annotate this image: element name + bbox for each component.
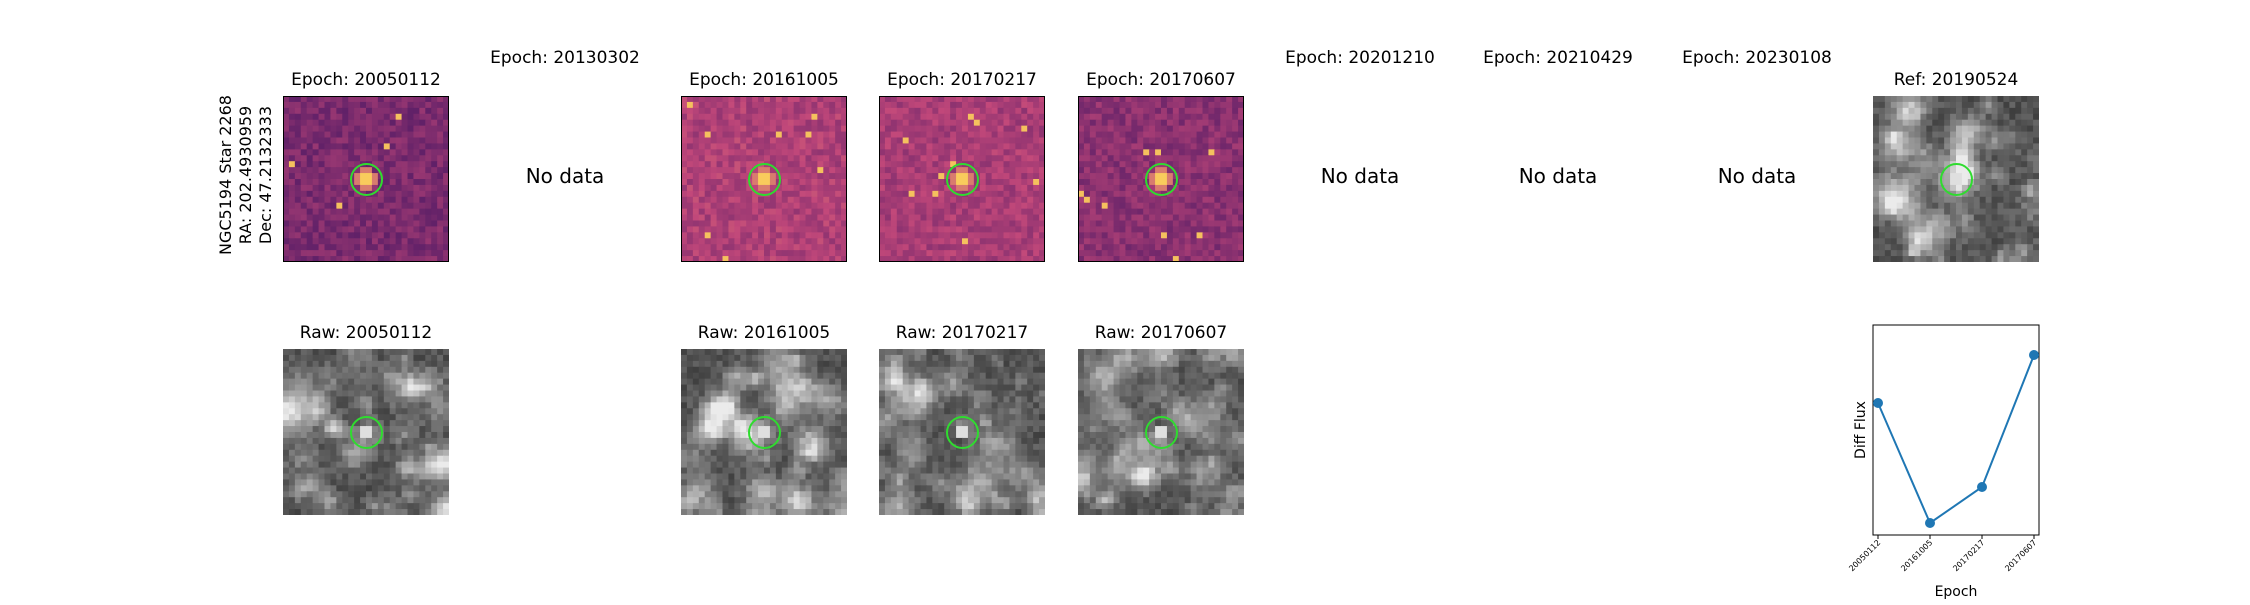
side-label-dec: Dec: 47.2132333 — [256, 95, 276, 255]
target-circle-marker — [946, 163, 979, 196]
side-label-ra: RA: 202.4930959 — [236, 95, 256, 255]
target-circle-marker — [1145, 163, 1178, 196]
raw-title: Raw: 20050112 — [266, 322, 466, 344]
raw-image — [879, 349, 1045, 515]
epoch-title: Epoch: 20161005 — [664, 69, 864, 91]
epoch-title: Epoch: 20230108 — [1657, 47, 1857, 69]
epoch-title: Epoch: 20130302 — [465, 47, 665, 69]
epoch-title: Epoch: 20050112 — [266, 69, 466, 91]
no-data-label: No data — [1260, 164, 1460, 188]
epoch-title: Epoch: 20170217 — [862, 69, 1062, 91]
y-axis-label: Diff Flux — [1853, 401, 1869, 459]
target-circle-marker — [1940, 163, 1973, 196]
raw-title: Raw: 20161005 — [664, 322, 864, 344]
no-data-label: No data — [1458, 164, 1658, 188]
raw-title: Raw: 20170217 — [862, 322, 1062, 344]
data-point — [1977, 482, 1987, 492]
target-circle-marker — [350, 416, 383, 449]
difference-image — [681, 96, 847, 262]
target-circle-marker — [350, 163, 383, 196]
x-tick-label: 20170217 — [1951, 538, 1986, 573]
epoch-title: Epoch: 20210429 — [1458, 47, 1658, 69]
data-point — [1873, 398, 1883, 408]
difference-image — [879, 96, 1045, 262]
x-tick-label: 20170607 — [2003, 538, 2038, 573]
epoch-title: Epoch: 20170607 — [1061, 69, 1261, 91]
no-data-label: No data — [465, 164, 665, 188]
data-point — [1925, 518, 1935, 528]
reference-image — [1873, 96, 2039, 262]
difference-image — [1078, 96, 1244, 262]
x-tick-label: 20161005 — [1899, 538, 1934, 573]
raw-image — [681, 349, 847, 515]
light-curve-chart: 20050112 20161005 20170217 20170607 Epoch Dif… — [1840, 315, 2060, 605]
difference-image — [283, 96, 449, 262]
x-tick-label: 20050112 — [1847, 538, 1882, 573]
target-circle-marker — [946, 416, 979, 449]
raw-image — [283, 349, 449, 515]
side-label-star: NGC5194 Star 2268 — [216, 95, 236, 255]
target-circle-marker — [1145, 416, 1178, 449]
no-data-label: No data — [1657, 164, 1857, 188]
plot-frame — [1873, 325, 2039, 535]
raw-title: Raw: 20170607 — [1061, 322, 1261, 344]
data-point — [2029, 350, 2039, 360]
raw-image — [1078, 349, 1244, 515]
side-label: NGC5194 Star 2268 RA: 202.4930959 Dec: 4… — [204, 70, 288, 280]
series-line — [1878, 355, 2034, 523]
target-circle-marker — [748, 416, 781, 449]
x-axis-label: Epoch — [1935, 584, 1978, 600]
epoch-title: Epoch: 20201210 — [1260, 47, 1460, 69]
target-circle-marker — [748, 163, 781, 196]
reference-title: Ref: 20190524 — [1856, 69, 2056, 91]
